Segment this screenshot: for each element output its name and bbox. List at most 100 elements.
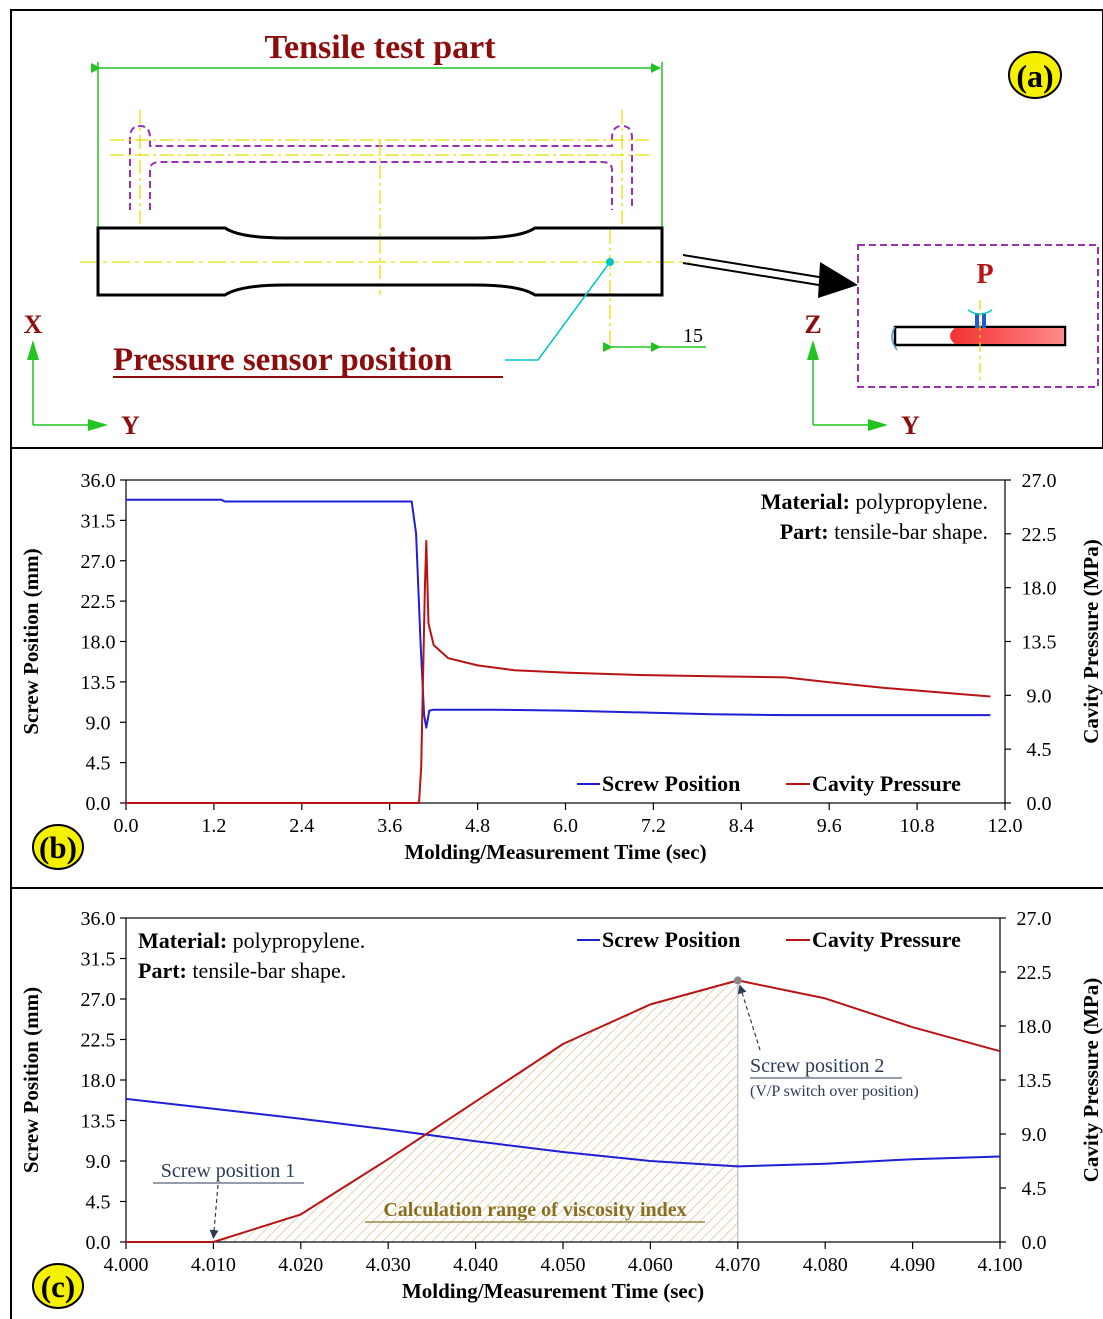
sensor-leader [505, 261, 611, 361]
y-tick-label: 22.5 [81, 591, 116, 613]
zoom-arrow [682, 254, 858, 298]
x-tick-label: 4.050 [541, 1254, 586, 1276]
vp-switch-point [733, 976, 742, 985]
y2-tick-label: 18.0 [1017, 1016, 1052, 1038]
y-tick-label: 9.0 [86, 1151, 111, 1173]
y2-tick-label: 9.0 [1027, 685, 1052, 707]
x-tick-label: 7.2 [641, 815, 666, 837]
y-tick-label: 36.0 [81, 908, 116, 930]
y-tick-label: 9.0 [86, 712, 111, 734]
panel-label: (b) [32, 824, 84, 870]
x-tick-label: 4.080 [803, 1254, 848, 1276]
callout-screw-position-2: Screw position 2 [750, 1055, 884, 1077]
legend: Screw Position Cavity Pressure [577, 927, 961, 952]
sensor-label: Pressure sensor position [113, 342, 452, 378]
x-tick-label: 6.0 [553, 815, 578, 837]
y2-tick-label: 27.0 [1017, 908, 1052, 930]
axis-z-label: Z [804, 310, 821, 339]
centerlines [80, 110, 690, 350]
x-tick-label: 10.8 [900, 815, 935, 837]
material-key: Material: [138, 928, 227, 953]
part-value: tensile-bar shape. [187, 958, 346, 983]
y-tick-label: 22.5 [81, 1030, 116, 1052]
y2-tick-label: 27.0 [1022, 470, 1057, 492]
panel-a-title: Tensile test part [264, 29, 496, 66]
svg-text:(a): (a) [1016, 58, 1053, 94]
y-tick-label: 31.5 [81, 949, 116, 971]
part-key: Part: [138, 958, 187, 983]
runner-outline [129, 124, 633, 210]
panel-label-text: (b) [39, 830, 77, 865]
panel-a-diagram: Tensile test part (a) Pressure sensor po… [24, 29, 1099, 440]
y-axis-label: Screw Position (mm) [19, 548, 43, 734]
viscosity-range-label: Calculation range of viscosity index [383, 1199, 686, 1221]
y2-tick-label: 4.5 [1022, 1178, 1047, 1200]
x-tick-label: 3.6 [377, 815, 402, 837]
x-tick-label: 4.030 [366, 1254, 411, 1276]
legend-label-pressure: Cavity Pressure [812, 927, 961, 952]
legend-label-screw: Screw Position [602, 771, 740, 796]
callout-1-arrow [209, 1184, 219, 1239]
x-tick-label: 4.090 [890, 1254, 935, 1276]
x-tick-label: 2.4 [289, 815, 314, 837]
x-tick-label: 4.070 [715, 1254, 760, 1276]
y2-tick-label: 18.0 [1022, 578, 1057, 600]
y-tick-label: 27.0 [81, 551, 116, 573]
y-tick-label: 13.5 [81, 672, 116, 694]
part-line: Part: tensile-bar shape. [138, 958, 346, 983]
callout-2-arrow [737, 984, 761, 1051]
y-tick-label: 0.0 [86, 1232, 111, 1254]
material-key: Material: [761, 489, 850, 514]
axis-y2-label: Y [901, 411, 920, 440]
y2-axis-label: Cavity Pressure (MPa) [1079, 539, 1103, 744]
legend-label-screw: Screw Position [602, 927, 740, 952]
x-axis-label: Molding/Measurement Time (sec) [404, 840, 706, 864]
y-tick-label: 13.5 [81, 1111, 116, 1133]
x-tick-label: 0.0 [114, 815, 139, 837]
screw-position-line [125, 1097, 1001, 1168]
y-tick-label: 18.0 [81, 1070, 116, 1092]
legend-label-pressure: Cavity Pressure [812, 771, 961, 796]
part-value: tensile-bar shape. [829, 519, 988, 544]
cavity-pressure-line [126, 540, 991, 804]
x-axis-label: Molding/Measurement Time (sec) [402, 1279, 704, 1303]
viscosity-range-shade [213, 980, 738, 1242]
y2-tick-label: 4.5 [1027, 739, 1052, 761]
panel-a-label: (a) [1008, 51, 1062, 99]
y-tick-label: 36.0 [81, 470, 116, 492]
y-tick-label: 4.5 [86, 753, 111, 775]
y2-tick-label: 22.5 [1017, 962, 1052, 984]
x-tick-label: 4.020 [278, 1254, 323, 1276]
cavity-pressure-line [126, 979, 1001, 1243]
x-tick-label: 4.010 [191, 1254, 236, 1276]
material-line: Material: polypropylene. [138, 928, 365, 953]
zoom-section [891, 300, 1067, 380]
material-annotation: Material: polypropylene. Part: tensile-ba… [761, 489, 988, 544]
x-tick-label: 4.040 [453, 1254, 498, 1276]
axis-x-label: X [24, 310, 43, 339]
coord-axes-right: Z Y [804, 310, 920, 440]
x-tick-label: 12.0 [988, 815, 1023, 837]
callout-screw-position-2-sub: (V/P switch over position) [750, 1083, 919, 1100]
material-value: polypropylene. [227, 928, 365, 953]
y-axis-label: Screw Position (mm) [19, 987, 43, 1173]
axis-y-label: Y [121, 411, 140, 440]
y2-axis-label: Cavity Pressure (MPa) [1079, 978, 1103, 1183]
pressure-label: P [976, 259, 993, 290]
screw-position-line [126, 498, 991, 729]
y2-tick-label: 22.5 [1022, 524, 1057, 546]
y2-tick-label: 13.5 [1017, 1070, 1052, 1092]
material-value: polypropylene. [850, 489, 988, 514]
chart-b: 0.0 1.2 2.4 3.6 4.8 6.0 7.2 8.4 9.6 10.8 12.00.04.… [19, 470, 1103, 870]
x-tick-label: 8.4 [729, 815, 754, 837]
x-tick-label: 1.2 [201, 815, 226, 837]
y-tick-label: 0.0 [86, 793, 111, 815]
y-tick-label: 18.0 [81, 632, 116, 654]
x-tick-label: 4.060 [628, 1254, 673, 1276]
part-key: Part: [780, 519, 829, 544]
legend: Screw Position Cavity Pressure [577, 771, 961, 796]
y-tick-label: 31.5 [81, 510, 116, 532]
y2-tick-label: 0.0 [1027, 793, 1052, 815]
chart-c: 4.000 4.010 4.020 4.030 4.040 4.050 4.060 4.070… [19, 908, 1103, 1309]
